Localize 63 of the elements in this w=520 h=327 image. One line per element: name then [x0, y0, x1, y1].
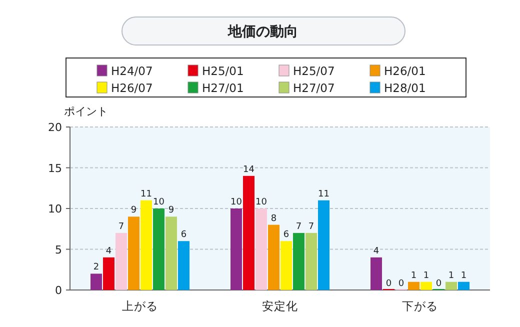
bar — [90, 274, 102, 290]
y-tick-label: 5 — [55, 243, 62, 256]
bar — [293, 232, 304, 290]
legend-label: H27/01 — [202, 81, 244, 95]
data-label: 0 — [436, 279, 442, 289]
legend-label: H27/07 — [293, 81, 335, 95]
x-tick-label: 下がる — [402, 299, 438, 313]
bar — [178, 241, 190, 290]
data-label: 10 — [256, 198, 268, 208]
data-label: 4 — [373, 246, 380, 256]
data-label: 8 — [270, 214, 277, 224]
bar — [420, 282, 432, 290]
bar — [153, 208, 164, 290]
bar — [458, 282, 470, 290]
data-label: 0 — [386, 279, 392, 289]
legend-label: H25/07 — [293, 64, 335, 78]
bar — [280, 241, 292, 290]
data-label: 1 — [410, 270, 417, 281]
bar — [128, 216, 140, 290]
bar — [446, 282, 457, 290]
data-label: 6 — [283, 230, 290, 240]
data-label: 2 — [93, 262, 100, 273]
legend-label: H25/01 — [202, 64, 244, 78]
bar — [370, 257, 382, 290]
bar — [116, 232, 127, 290]
data-label: 11 — [140, 189, 152, 200]
y-tick-label: 0 — [55, 284, 62, 297]
data-label: 1 — [460, 270, 467, 281]
chart-title: 地価の動向 — [227, 24, 298, 40]
legend-label: H28/01 — [384, 81, 426, 95]
y-tick-label: 20 — [48, 121, 62, 134]
x-tick-label: 上がる — [122, 299, 158, 313]
data-label: 9 — [168, 206, 174, 216]
y-tick-label: 15 — [48, 162, 62, 175]
bar — [306, 232, 317, 290]
data-label: 6 — [180, 230, 187, 240]
data-label: 7 — [118, 222, 124, 232]
data-label: 11 — [318, 189, 330, 200]
bar — [140, 200, 152, 290]
y-axis-title: ポイント — [64, 105, 108, 118]
data-label: 9 — [130, 206, 137, 216]
bar — [166, 216, 177, 290]
bar — [256, 208, 267, 290]
bar — [230, 208, 242, 290]
data-label: 1 — [448, 270, 454, 281]
data-label: 7 — [296, 222, 302, 232]
data-label: 7 — [308, 222, 314, 232]
data-label: 4 — [106, 246, 112, 256]
legend-label: H24/07 — [111, 64, 153, 78]
legend-label: H26/07 — [111, 81, 153, 95]
x-tick-label: 安定化 — [262, 299, 298, 313]
bar — [243, 176, 254, 290]
data-label: 0 — [398, 279, 404, 289]
data-label: 14 — [243, 164, 255, 175]
y-tick-label: 10 — [48, 202, 62, 216]
bar — [268, 224, 280, 290]
bar — [408, 282, 420, 290]
data-label: 10 — [230, 198, 242, 208]
data-label: 1 — [423, 270, 430, 281]
bar — [103, 257, 114, 290]
data-label: 10 — [153, 198, 165, 208]
legend-label: H26/01 — [384, 64, 426, 78]
bar — [318, 200, 330, 290]
